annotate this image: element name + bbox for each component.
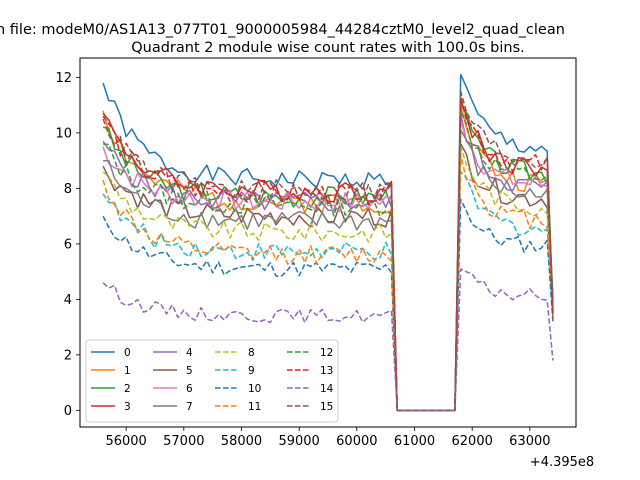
chart-title: Quadrant 2 module wise count rates with … [131,40,525,56]
legend-label-1: 1 [124,365,131,377]
legend-label-0: 0 [124,347,131,359]
x-tick-label: 60000 [336,434,377,449]
series-line-14 [102,268,554,412]
legend-box [85,339,339,423]
legend-label-7: 7 [186,401,193,413]
series-line-7 [103,129,554,412]
x-tick-label: 56000 [105,434,146,449]
legend-label-14: 14 [320,383,334,395]
series-line-15 [102,90,554,412]
legend-label-8: 8 [248,347,255,359]
series-line-10 [102,198,554,412]
x-tick-label: 57000 [163,434,204,449]
x-tick-label: 62000 [452,434,493,449]
legend-label-15: 15 [320,401,333,413]
y-tick-label: 12 [55,71,72,86]
x-tick-label: 58000 [221,434,262,449]
x-tick-label: 61000 [394,434,435,449]
x-tick-label: 59000 [278,434,319,449]
y-axis: 0 2 4 6 8 10 12 [55,71,80,419]
series-line-13 [102,96,554,412]
figure-suptitle: n file: modeM0/AS1A13_077T01_9000005984_… [0,22,565,38]
legend-label-4: 4 [186,347,193,359]
y-tick-label: 10 [55,126,72,141]
y-tick-label: 8 [64,182,72,197]
legend-label-5: 5 [186,365,193,377]
y-tick-label: 0 [64,404,72,419]
y-tick-label: 2 [64,348,72,363]
series-line-12 [103,109,554,412]
x-axis-offset-label: +4.395e8 [530,455,594,470]
y-tick-label: 4 [64,293,72,308]
legend-label-6: 6 [186,383,193,395]
series-line-6 [102,118,554,412]
x-tick-label: 63000 [509,434,550,449]
legend-label-3: 3 [124,401,131,413]
series-line-0 [102,73,554,412]
plot-area-frame [79,57,577,428]
series-lines [102,73,554,412]
series-line-8 [102,146,554,412]
legend-label-13: 13 [320,365,333,377]
legend-label-9: 9 [248,365,255,377]
legend-label-12: 12 [320,347,333,359]
legend-label-2: 2 [124,383,131,395]
series-line-11 [102,154,554,412]
x-axis: 56000 57000 58000 59000 60000 61000 62000 63000 [105,427,551,449]
series-line-9 [102,171,554,412]
y-tick-label: 6 [64,237,72,252]
legend-label-11: 11 [248,401,261,413]
legend-label-10: 10 [248,383,261,395]
